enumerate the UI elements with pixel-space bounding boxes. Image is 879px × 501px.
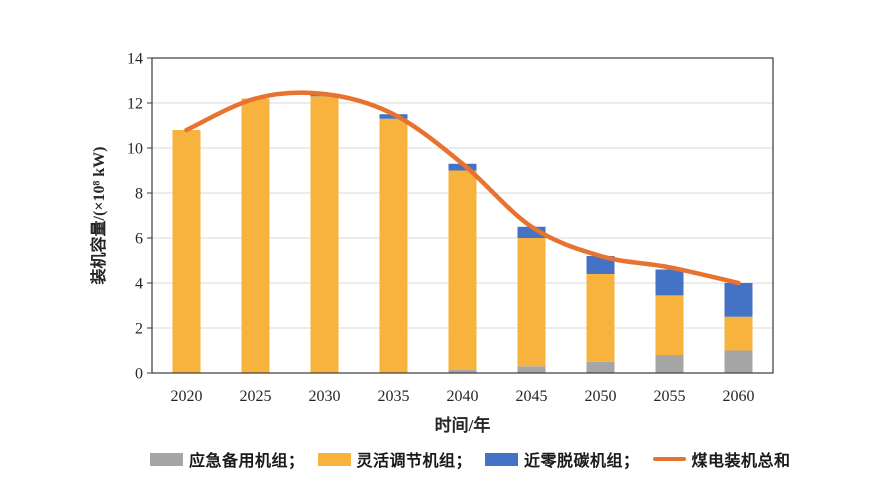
bar-segment-emergency-backup-2040 xyxy=(448,369,477,373)
y-tick-label: 12 xyxy=(127,96,143,113)
x-tick-label: 2050 xyxy=(585,388,617,405)
bar-segment-near-zero-decarbon-2055 xyxy=(655,269,684,296)
bar-segment-flexible-regulation-2020 xyxy=(172,130,201,373)
x-tick-label: 2025 xyxy=(240,388,272,405)
plot-border xyxy=(151,57,774,374)
bar-segment-flexible-regulation-2060 xyxy=(724,316,753,351)
y-tick-label: 8 xyxy=(135,186,143,203)
x-axis-group: 2020 2025 2030 2035 2040 2045 2050 2055 2060 xyxy=(171,388,755,405)
flexible-regulation-swatch xyxy=(317,452,351,466)
bar-segment-near-zero-decarbon-2060 xyxy=(724,283,753,317)
y-tick-label: 14 xyxy=(127,51,143,68)
bar-segment-emergency-backup-2060 xyxy=(724,350,753,373)
legend-label: 应急备用机组； xyxy=(189,453,305,470)
chart-legend: 应急备用机组； 灵活调节机组； 近零脱碳机组； 煤电装机总和 xyxy=(150,444,791,474)
bars-group xyxy=(172,94,753,373)
legend-item-emergency-backup: 应急备用机组； xyxy=(150,447,305,471)
y-tick-label: 6 xyxy=(135,231,143,248)
bar-segment-near-zero-decarbon-2040 xyxy=(448,163,477,171)
bar-segment-flexible-regulation-2030 xyxy=(310,96,339,373)
y-tick-label: 2 xyxy=(135,321,143,338)
bar-segment-flexible-regulation-2050 xyxy=(586,274,615,362)
bar-segment-flexible-regulation-2025 xyxy=(241,98,270,373)
x-tick-label: 2040 xyxy=(447,388,479,405)
x-tick-label: 2030 xyxy=(309,388,341,405)
legend-label: 煤电装机总和 xyxy=(691,453,791,470)
bar-segment-near-zero-decarbon-2050 xyxy=(586,256,615,274)
y-tick-label: 0 xyxy=(135,366,143,383)
x-tick-label: 2045 xyxy=(516,388,548,405)
y-tick-label: 10 xyxy=(127,141,143,158)
bar-segment-flexible-regulation-2055 xyxy=(655,295,684,355)
x-tick-label: 2035 xyxy=(378,388,410,405)
bar-segment-emergency-backup-2045 xyxy=(517,366,546,373)
near-zero-decarbon-swatch xyxy=(485,452,519,466)
bar-segment-emergency-backup-2055 xyxy=(655,355,684,373)
y-axis-group: 0 2 4 6 8 10 12 14 xyxy=(127,51,152,383)
x-tick-label: 2055 xyxy=(654,388,686,405)
bar-segment-near-zero-decarbon-2045 xyxy=(517,226,546,238)
bar-segment-flexible-regulation-2035 xyxy=(379,118,408,373)
legend-item-near-zero-decarbon: 近零脱碳机组； xyxy=(485,447,640,471)
bar-segment-flexible-regulation-2040 xyxy=(448,170,477,370)
coal-total-line-swatch xyxy=(652,456,686,462)
coal-total-line xyxy=(184,90,741,286)
y-tick-label: 4 xyxy=(135,276,143,293)
x-tick-label: 2020 xyxy=(171,388,203,405)
legend-label: 灵活调节机组； xyxy=(356,453,473,470)
legend-label: 近零脱碳机组； xyxy=(524,453,640,470)
x-tick-label: 2060 xyxy=(723,388,755,405)
emergency-backup-swatch xyxy=(150,452,183,466)
bar-segment-flexible-regulation-2045 xyxy=(517,238,546,367)
legend-item-flexible-regulation: 灵活调节机组； xyxy=(317,447,473,471)
legend-item-coal-total-line: 煤电装机总和 xyxy=(652,447,791,471)
bar-segment-emergency-backup-2050 xyxy=(586,361,615,373)
x-axis-title: 时间/年 xyxy=(435,415,491,435)
y-axis-title: 装机容量/(×10⁸ kW) xyxy=(89,147,108,286)
